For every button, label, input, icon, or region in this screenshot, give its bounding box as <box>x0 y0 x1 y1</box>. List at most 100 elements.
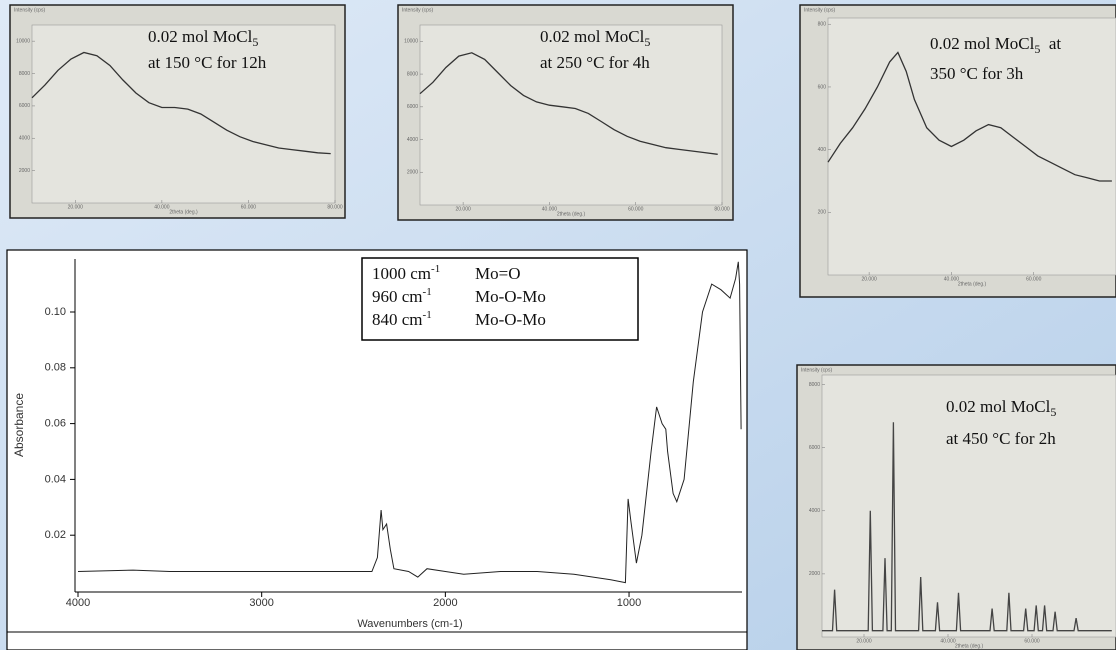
data-line <box>419 52 718 155</box>
photo-plot-area <box>419 24 723 206</box>
xrd-photo: Intensity (cps) 2theta (deg.) 2000 4000 6000… <box>397 4 734 221</box>
x-tick-label: 60.000 <box>1024 638 1040 644</box>
annotation-text: 0.02 mol MoCl <box>540 27 645 46</box>
annotation: 0.02 mol MoCl5 at <box>930 34 1061 56</box>
y-tick-label: 10000 <box>16 39 30 45</box>
annotation-text: at 150 °C for 12h <box>148 53 267 72</box>
annotation: at 150 °C for 12h <box>148 53 267 72</box>
data-line <box>77 261 742 584</box>
superscript: -1 <box>423 286 432 298</box>
annotation-text: 350 °C for 3h <box>930 64 1024 83</box>
y-tick-label: 6000 <box>19 103 30 109</box>
ir-chart: Absorbance Wavenumbers (cm-1) 0.02 0.04 0.06… <box>6 249 748 650</box>
y-tick-label: 400 <box>818 147 827 153</box>
x-tick-label: 40.000 <box>944 276 960 282</box>
wavenumber: 1000 cm <box>372 264 431 283</box>
annotation-text: 0.02 mol MoCl <box>148 27 253 46</box>
legend-assignment: Mo-O-Mo <box>475 287 546 306</box>
x-tick-label: 60.000 <box>628 206 644 212</box>
x-axis-label: Wavenumbers (cm-1) <box>357 618 462 630</box>
annotation-text: 0.02 mol MoCl <box>930 34 1035 53</box>
wavenumber: 840 cm <box>372 310 423 329</box>
y-tick-label: 8000 <box>19 71 30 77</box>
x-tick-label: 80.000 <box>714 206 730 212</box>
y-tick-label: 10000 <box>404 39 418 45</box>
y-axis-label: Intensity (cps) <box>801 367 832 373</box>
annotation: 350 °C for 3h <box>930 64 1024 83</box>
x-tick-label: 20.000 <box>455 206 471 212</box>
x-tick-label: 80.000 <box>327 204 343 210</box>
legend-wavenumber: 960 cm-1 <box>372 286 432 306</box>
legend-wavenumber: 840 cm-1 <box>372 309 432 329</box>
x-tick-label: 2000 <box>433 597 457 609</box>
x-axis-label: 2theta (deg.) <box>958 281 987 287</box>
x-tick-label: 1000 <box>617 597 641 609</box>
y-tick-label: 4000 <box>407 137 418 143</box>
y-tick-label: 4000 <box>19 136 30 142</box>
y-tick-label: 8000 <box>809 382 820 388</box>
y-tick-label: 0.10 <box>45 306 66 318</box>
photo-plot-area <box>31 24 336 204</box>
x-tick-label: 40.000 <box>940 638 956 644</box>
y-tick-label: 0.08 <box>45 362 66 374</box>
data-line <box>827 51 1112 182</box>
annotation: 0.02 mol MoCl5 <box>540 27 650 49</box>
annotation: at 450 °C for 2h <box>946 429 1056 448</box>
subscript: 5 <box>252 35 258 49</box>
xrd-photo: Intensity (cps) 2theta (deg.) 2000 4000 6000… <box>9 4 346 219</box>
annotation: at 250 °C for 4h <box>540 53 650 72</box>
x-tick-label: 40.000 <box>542 206 558 212</box>
y-tick-label: 0.06 <box>45 418 66 430</box>
y-tick-label: 2000 <box>407 170 418 176</box>
xrd-photo: Intensity (cps) 2theta (deg.) 2000 4000 6000… <box>796 364 1116 650</box>
subscript: 5 <box>1050 405 1056 419</box>
y-axis-label: Intensity (cps) <box>402 7 433 13</box>
x-tick-label: 40.000 <box>154 204 170 210</box>
y-tick-label: 4000 <box>809 508 820 514</box>
superscript: -1 <box>431 263 440 275</box>
data-line <box>31 51 331 155</box>
x-tick-label: 20.000 <box>68 204 84 210</box>
y-tick-label: 8000 <box>407 71 418 77</box>
x-tick-label: 4000 <box>66 597 90 609</box>
x-tick-label: 60.000 <box>1026 276 1042 282</box>
annotation: 0.02 mol MoCl5 <box>148 27 258 49</box>
annotation-text: at <box>1040 34 1061 53</box>
x-axis-label: 2theta (deg.) <box>169 209 198 215</box>
subscript: 5 <box>644 35 650 49</box>
legend-assignment: Mo-O-Mo <box>475 310 546 329</box>
x-axis-label: 2theta (deg.) <box>955 643 984 649</box>
x-tick-label: 20.000 <box>861 276 877 282</box>
y-tick-label: 600 <box>818 84 827 90</box>
photo-plot-area <box>821 374 1116 638</box>
annotation: 0.02 mol MoCl5 <box>946 397 1056 419</box>
y-tick-label: 800 <box>818 22 827 28</box>
y-tick-label: 200 <box>818 210 827 216</box>
x-tick-label: 20.000 <box>856 638 872 644</box>
wavenumber: 960 cm <box>372 287 423 306</box>
legend-wavenumber: 1000 cm-1 <box>372 263 440 283</box>
annotation-text: 0.02 mol MoCl <box>946 397 1051 416</box>
x-tick-label: 60.000 <box>241 204 257 210</box>
legend-box <box>361 257 639 341</box>
y-axis-label: Absorbance <box>12 393 26 457</box>
y-tick-label: 2000 <box>809 571 820 577</box>
x-axis-label: 2theta (deg.) <box>557 211 586 217</box>
y-tick-label: 0.04 <box>45 473 66 485</box>
y-tick-label: 6000 <box>407 104 418 110</box>
x-tick-label: 3000 <box>249 597 273 609</box>
y-axis-label: Intensity (cps) <box>14 7 45 13</box>
y-tick-label: 6000 <box>809 445 820 451</box>
annotation-text: at 250 °C for 4h <box>540 53 650 72</box>
annotation-text: at 450 °C for 2h <box>946 429 1056 448</box>
y-tick-label: 0.02 <box>45 529 66 541</box>
xrd-photo: Intensity (cps) 2theta (deg.) 200 400 600 800… <box>799 4 1116 298</box>
y-axis-label: Intensity (cps) <box>804 7 835 13</box>
legend-assignment: Mo=O <box>475 264 520 283</box>
subscript: 5 <box>1034 42 1040 56</box>
photo-plot-area <box>827 17 1116 276</box>
y-tick-label: 2000 <box>19 168 30 174</box>
data-line <box>822 422 1112 632</box>
